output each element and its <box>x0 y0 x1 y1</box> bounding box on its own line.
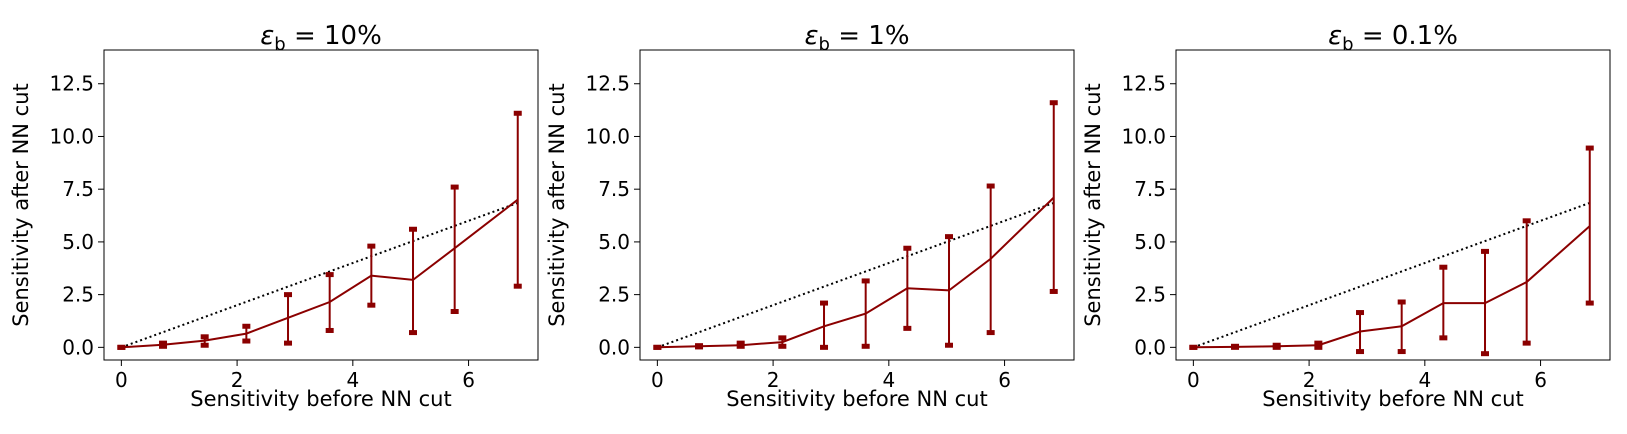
y-tick-label: 0.0 <box>598 335 630 359</box>
chart-title: εb = 0.1% <box>1328 21 1458 55</box>
y-axis-label: Sensitivity after NN cut <box>1081 83 1105 327</box>
y-axis-label: Sensitivity after NN cut <box>9 83 33 327</box>
x-tick-label: 6 <box>462 368 475 392</box>
plot-frame <box>1175 49 1611 361</box>
plot-frame <box>639 49 1075 361</box>
y-tick-label: 12.5 <box>585 72 630 96</box>
series-line <box>1193 225 1591 349</box>
x-tick-label: 2 <box>1303 368 1316 392</box>
y-tick-label: 12.5 <box>1121 72 1166 96</box>
title-value: = 10% <box>286 21 382 51</box>
reference-line <box>1193 201 1591 349</box>
title-symbol: ε <box>804 21 818 51</box>
x-tick-label: 6 <box>1534 368 1547 392</box>
x-tick-label: 6 <box>998 368 1011 392</box>
x-tick-label: 2 <box>767 368 780 392</box>
y-tick-label: 2.5 <box>1134 283 1166 307</box>
y-tick-label: 10.0 <box>49 124 94 148</box>
x-axis-label: Sensitivity before NN cut <box>1262 387 1523 411</box>
y-tick-label: 7.5 <box>598 177 630 201</box>
x-tick-label: 0 <box>1187 368 1200 392</box>
plot-frame <box>103 49 539 361</box>
y-tick-label: 2.5 <box>62 283 94 307</box>
y-tick-label: 0.0 <box>62 335 94 359</box>
panels: εb = 10%0 2 4 60.02.55.07.510.012.5Sensitiv… <box>9 21 1611 411</box>
chart-panel-2: εb = 1% 0 2 4 6 0.0 2.5 5.0 7.5 10.0 12.5 Sensitivi… <box>545 21 1075 411</box>
x-tick-label: 0 <box>115 368 128 392</box>
x-tick-label: 4 <box>1418 368 1431 392</box>
y-tick-label: 10.0 <box>1121 124 1166 148</box>
y-tick-label: 5.0 <box>62 230 94 254</box>
title-subscript: b <box>819 34 830 55</box>
series-line <box>121 198 519 349</box>
y-tick-label: 5.0 <box>1134 230 1166 254</box>
y-axis-label: Sensitivity after NN cut <box>545 83 569 327</box>
reference-line <box>121 201 519 349</box>
chart-title: εb = 1% <box>804 21 909 55</box>
title-value: = 1% <box>830 21 910 51</box>
title-symbol: ε <box>1328 21 1342 51</box>
x-tick-label: 0 <box>651 368 664 392</box>
x-tick-label: 4 <box>346 368 359 392</box>
x-axis-label: Sensitivity before NN cut <box>190 387 451 411</box>
title-symbol: ε <box>260 21 274 51</box>
x-tick-label: 2 <box>231 368 244 392</box>
title-subscript: b <box>1342 34 1353 55</box>
y-tick-label: 12.5 <box>49 72 94 96</box>
title-value: = 0.1% <box>1354 21 1458 51</box>
y-tick-label: 5.0 <box>598 230 630 254</box>
x-tick-label: 4 <box>882 368 895 392</box>
series-line <box>657 196 1055 349</box>
chart-panel-1: εb = 10% 0 2 4 6 0.0 2.5 5.0 7.5 10.0 12.5 Sensitiv… <box>9 21 539 411</box>
y-tick-label: 7.5 <box>1134 177 1166 201</box>
y-tick-label: 0.0 <box>1134 335 1166 359</box>
y-tick-label: 10.0 <box>585 124 630 148</box>
y-tick-label: 7.5 <box>62 177 94 201</box>
reference-line <box>657 201 1055 349</box>
y-tick-label: 2.5 <box>598 283 630 307</box>
chart-title: εb = 10% <box>260 21 382 55</box>
title-subscript: b <box>274 34 285 55</box>
chart-panel-3: εb = 0.1% 0 2 4 6 0.0 2.5 5.0 7.5 10.0 12.5 Sensiti… <box>1081 21 1611 411</box>
x-axis-label: Sensitivity before NN cut <box>726 387 987 411</box>
